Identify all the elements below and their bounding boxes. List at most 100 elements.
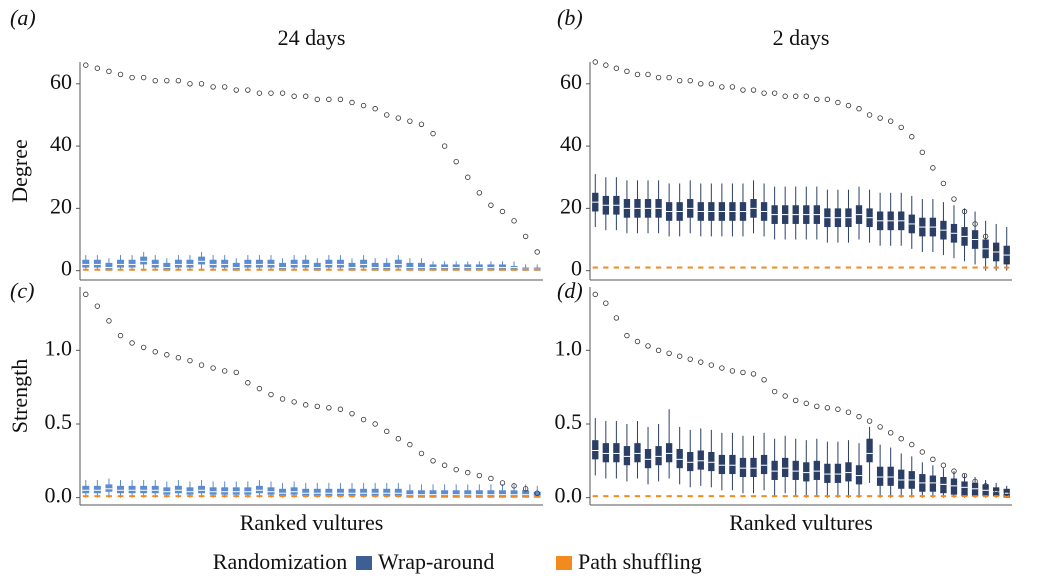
observed-point	[499, 208, 506, 215]
observed-point	[198, 81, 205, 87]
observed-point	[268, 391, 274, 398]
box	[394, 259, 402, 268]
observed-point	[993, 246, 999, 252]
box	[592, 440, 599, 460]
box	[117, 485, 124, 494]
observed-point	[814, 96, 820, 103]
box	[792, 460, 799, 480]
observed-point	[256, 90, 263, 96]
panel-label: (d)	[557, 278, 583, 303]
observed-point	[441, 462, 448, 468]
observed-point	[919, 449, 926, 455]
box	[834, 463, 842, 483]
observed-point	[719, 84, 725, 90]
box	[522, 490, 530, 498]
observed-point	[360, 416, 367, 423]
observed-point	[337, 96, 344, 103]
observed-point	[106, 68, 112, 75]
observed-point	[845, 409, 852, 415]
box	[845, 462, 852, 482]
observed-point	[666, 350, 672, 356]
observed-point	[407, 118, 413, 124]
observed-point	[972, 478, 978, 485]
box	[729, 454, 736, 475]
observed-point	[877, 115, 883, 121]
observed-point	[687, 356, 693, 362]
observed-point	[453, 158, 459, 165]
observed-point	[349, 410, 355, 417]
observed-point	[395, 436, 402, 442]
box	[475, 490, 483, 498]
y-tick-label: 0.0	[555, 483, 583, 508]
observed-point	[951, 196, 957, 202]
y-tick-label: 40	[560, 131, 582, 156]
box	[93, 259, 101, 268]
observed-point	[256, 385, 263, 392]
observed-point	[761, 377, 767, 383]
y-tick-label: 1.0	[45, 335, 73, 360]
box	[82, 485, 90, 494]
box	[325, 488, 333, 497]
observed-point	[522, 486, 529, 492]
observed-point	[476, 190, 483, 196]
box	[360, 488, 368, 497]
legend-title: Randomization	[213, 549, 347, 574]
observed-point	[210, 84, 216, 90]
observed-point	[175, 355, 182, 361]
box	[371, 262, 379, 271]
box	[151, 259, 159, 268]
observed-point	[140, 344, 147, 351]
legend-label: Path shuffling	[578, 549, 702, 574]
observed-point	[624, 332, 630, 339]
box	[140, 485, 148, 494]
observed-point	[835, 406, 841, 412]
box	[771, 460, 778, 480]
observed-point	[1004, 490, 1010, 496]
observed-point	[592, 291, 598, 298]
box	[186, 487, 194, 495]
box	[971, 482, 979, 497]
box	[855, 465, 863, 485]
observed-point	[740, 369, 746, 376]
box	[417, 490, 425, 498]
box	[676, 449, 683, 469]
observed-point	[909, 134, 915, 140]
box	[221, 487, 229, 495]
observed-point	[187, 357, 193, 364]
box	[394, 488, 402, 497]
observed-point	[750, 87, 757, 93]
observed-point	[993, 487, 999, 493]
box	[336, 259, 344, 268]
observed-point	[698, 81, 704, 87]
box	[198, 485, 206, 494]
observed-point	[337, 406, 344, 412]
observed-point	[453, 466, 459, 473]
box	[186, 259, 194, 268]
observed-point	[140, 74, 147, 81]
observed-point	[750, 371, 757, 377]
observed-point	[83, 62, 89, 68]
box	[232, 262, 240, 271]
observed-point	[603, 300, 609, 306]
observed-point	[360, 102, 367, 109]
observed-point	[117, 332, 124, 339]
box	[360, 259, 368, 268]
y-tick-label: 20	[50, 193, 72, 218]
observed-point	[603, 62, 609, 68]
observed-point	[782, 393, 788, 399]
y-tick-label: 0.0	[45, 483, 73, 508]
observed-point	[698, 359, 704, 365]
box	[163, 487, 171, 495]
observed-point	[83, 291, 89, 298]
observed-point	[291, 93, 297, 99]
box	[209, 259, 217, 268]
observed-point	[793, 397, 799, 404]
x-axis-label: Ranked vultures	[240, 510, 384, 535]
box	[452, 490, 460, 498]
y-tick-label: 0	[571, 256, 582, 281]
box	[417, 262, 425, 271]
observed-point	[676, 77, 683, 84]
box	[290, 259, 298, 268]
observed-point	[291, 399, 297, 405]
